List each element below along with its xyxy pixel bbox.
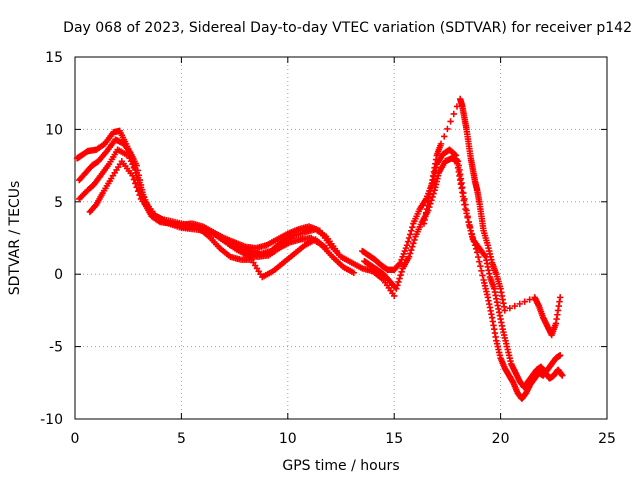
data-point bbox=[479, 272, 486, 279]
data-point bbox=[394, 282, 401, 289]
data-point bbox=[463, 207, 470, 214]
axis-ticks bbox=[74, 56, 608, 420]
data-point bbox=[333, 247, 340, 255]
series-s7 bbox=[420, 95, 564, 339]
x-tick-label: 15 bbox=[385, 431, 403, 447]
data-point bbox=[405, 253, 413, 261]
plot-frame bbox=[74, 56, 608, 420]
data-point bbox=[409, 243, 416, 250]
data-point bbox=[403, 242, 411, 249]
data-point bbox=[521, 298, 528, 305]
data-point bbox=[501, 307, 509, 314]
y-tick-label: 0 bbox=[54, 267, 63, 283]
data-point bbox=[133, 184, 140, 191]
data-point bbox=[526, 296, 533, 303]
data-point bbox=[506, 305, 514, 312]
data-point bbox=[461, 195, 468, 203]
data-point bbox=[411, 236, 418, 244]
grid-lines bbox=[75, 57, 607, 419]
data-points bbox=[73, 95, 566, 402]
tick-labels: 0 5 10 15 20 25 -10 -5 0 5 10 15 bbox=[40, 50, 616, 447]
data-point bbox=[129, 172, 136, 179]
data-point bbox=[441, 133, 448, 140]
data-point bbox=[476, 258, 483, 265]
data-point bbox=[478, 267, 485, 275]
data-point bbox=[437, 140, 445, 148]
data-point bbox=[350, 269, 357, 276]
x-tick-label: 5 bbox=[177, 431, 186, 447]
series-s6 bbox=[361, 155, 566, 391]
y-tick-label: -10 bbox=[40, 412, 63, 428]
data-point bbox=[460, 189, 467, 197]
x-tick-label: 25 bbox=[598, 431, 616, 447]
data-point bbox=[134, 187, 142, 195]
data-point bbox=[444, 125, 451, 133]
data-point bbox=[393, 285, 400, 292]
y-tick-label: 10 bbox=[45, 122, 63, 138]
data-point bbox=[398, 268, 405, 275]
data-point bbox=[450, 110, 457, 118]
data-point bbox=[133, 169, 140, 177]
data-point bbox=[130, 176, 138, 183]
data-point bbox=[459, 184, 466, 191]
data-point bbox=[447, 118, 454, 125]
x-tick-label: 10 bbox=[279, 431, 297, 447]
x-tick-label: 0 bbox=[71, 431, 80, 447]
data-point bbox=[404, 238, 412, 245]
data-point bbox=[556, 294, 564, 301]
data-point bbox=[405, 234, 413, 242]
data-point bbox=[322, 244, 330, 252]
data-point bbox=[556, 352, 564, 359]
data-point bbox=[477, 263, 484, 270]
x-axis-label: GPS time / hours bbox=[282, 458, 399, 474]
data-point bbox=[132, 180, 139, 187]
y-tick-label: -5 bbox=[49, 340, 63, 356]
y-tick-label: 5 bbox=[54, 195, 63, 211]
data-point bbox=[408, 227, 415, 234]
data-point bbox=[136, 191, 143, 199]
data-point bbox=[559, 372, 566, 379]
data-point bbox=[408, 246, 415, 254]
data-point bbox=[134, 174, 142, 181]
data-point bbox=[136, 179, 143, 186]
y-axis-label: SDTVAR / TECUs bbox=[7, 181, 23, 296]
data-point bbox=[475, 253, 482, 261]
data-point bbox=[406, 250, 414, 257]
y-tick-label: 15 bbox=[45, 50, 63, 66]
data-point bbox=[406, 231, 414, 238]
data-point bbox=[516, 300, 523, 308]
data-point bbox=[511, 302, 518, 310]
data-point bbox=[396, 275, 403, 282]
data-point bbox=[462, 201, 469, 208]
data-point bbox=[409, 223, 416, 231]
series-s4 bbox=[86, 158, 330, 281]
data-point bbox=[395, 278, 402, 286]
data-point bbox=[391, 292, 398, 300]
data-point bbox=[464, 213, 471, 220]
data-point bbox=[410, 240, 417, 247]
x-tick-label: 20 bbox=[492, 431, 510, 447]
chart-title: Day 068 of 2023, Sidereal Day-to-day VTE… bbox=[63, 20, 632, 36]
data-point bbox=[397, 271, 404, 279]
